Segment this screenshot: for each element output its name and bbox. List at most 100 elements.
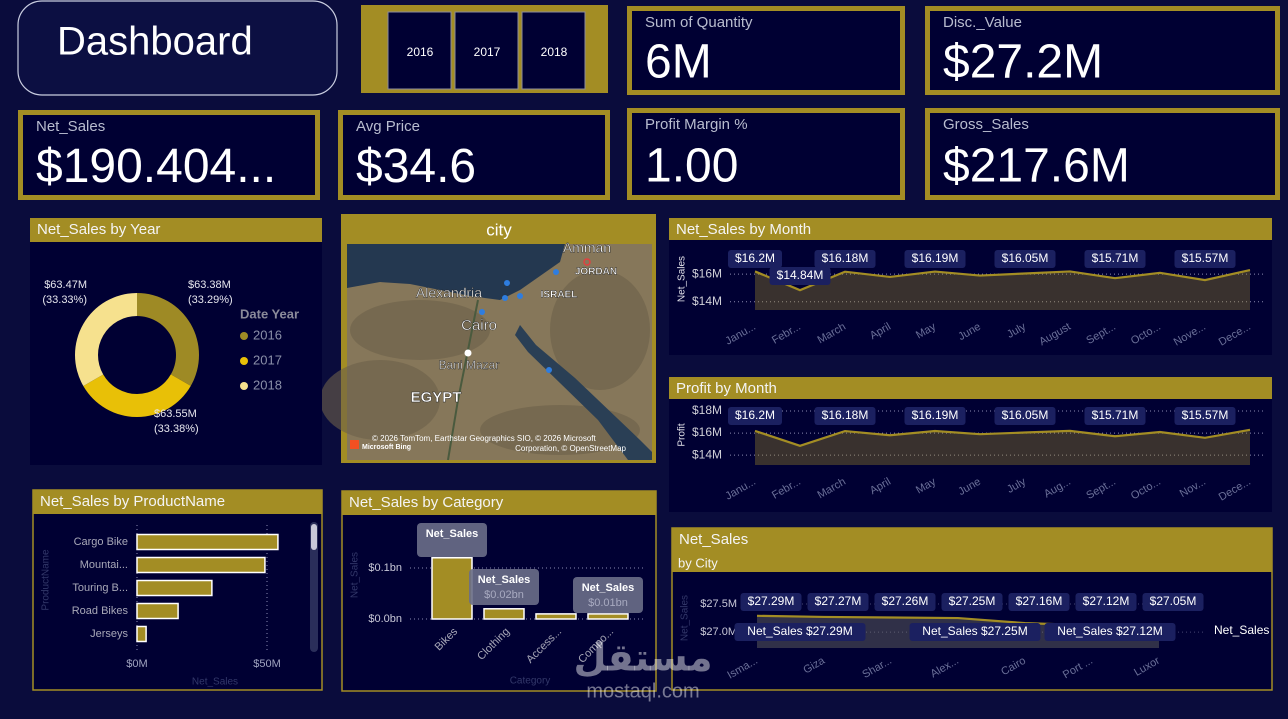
kpi-label: Disc._Value [943,14,1022,31]
data-label: $14.84M [777,268,824,282]
slicer-item[interactable] [521,11,586,90]
data-label-percent: (33.33%) [42,294,87,306]
y-tick-label: $16M [692,425,722,439]
chart-subtitle: by City [678,555,718,570]
y-tick-label: $0.1bn [368,562,402,574]
chart-panel: Net_Sales by Category Net_Sales Category $0… [341,490,657,692]
map-visual: city Amman JORDAN Alexandria ISRAEL Cairo Bani… [320,214,656,463]
data-label: $27.29M [748,594,795,608]
data-label: $27.25M [949,594,996,608]
kpi-card [930,11,1275,90]
slicer-item-label: 2017 [474,45,501,59]
bar [136,625,147,643]
tooltip [469,569,539,605]
data-label-bg [728,407,782,425]
scrollbar-thumb[interactable] [311,524,317,550]
data-label: $16.2M [735,251,775,265]
kpi-value: $34.6 [356,140,476,193]
legend-marker [240,382,248,390]
bar [431,557,473,620]
chart-title: Profit by Month [676,380,777,397]
data-label-bg [1174,407,1236,425]
slicer-item-label: 2016 [407,45,434,59]
data-label: $16.05M [1002,251,1049,265]
kpi-label: Profit Margin % [645,116,748,133]
y-tick-label: $27.0M [700,626,737,638]
area-fill [755,270,1250,310]
data-label-bg [994,250,1056,268]
chart-title: Net_Sales [679,531,748,548]
y-tick-label: Road Bikes [72,605,129,617]
y-tick-label: $16M [692,266,722,280]
y-axis-title: Profit [677,423,688,447]
map-point [504,280,510,286]
data-label-bg [1084,250,1146,268]
data-label: $63.38M [188,279,231,291]
chart-title: Net_Sales by Category [349,494,504,511]
map-attribution: © 2026 TomTom, Earthstar Geographics SIO… [372,434,597,443]
kpi-card [632,11,900,90]
y-tick-label: $14M [692,447,722,461]
kpi-card [930,113,1275,195]
map-place-label: Alexandria [416,285,482,301]
data-label-bg [1142,593,1204,611]
data-label: $16.19M [912,408,959,422]
y-tick-label: $18M [692,403,722,417]
data-label-bg [941,593,1003,611]
data-label-bg [769,267,831,285]
data-label-bg [904,250,966,268]
data-label-bg [909,623,1041,641]
map-point [517,293,523,299]
data-label: $16.19M [912,251,959,265]
watermark-arabic: مستقل [574,636,713,680]
slicer-item[interactable] [387,11,452,90]
y-axis-title: Net_Sales [677,256,688,302]
bar [136,556,266,574]
y-axis-title: ProductName [41,549,52,611]
data-label: $27.26M [882,594,929,608]
line [754,268,1251,292]
legend-label: 2018 [253,377,282,392]
chart-panel: Net_Sales by Year $63.38M (33.29%) $63.55M (… [30,218,322,465]
kpi-label: Sum of Quantity [645,14,753,31]
y-axis-title: Net_Sales [350,552,361,598]
data-label: $63.47M [44,279,87,291]
map-place-label: Cairo [461,317,497,334]
x-tick-label: $0M [126,658,147,670]
kpi-value: $217.6M [943,139,1130,192]
slicer-item[interactable] [454,11,519,90]
data-label: $15.71M [1092,408,1139,422]
chart-panel: Net_Sales by ProductName ProductName Net_S… [32,489,323,691]
tooltip-title: Net_Sales [426,528,479,540]
chart-title: Net_Sales by Month [676,221,811,238]
scrollbar[interactable] [310,522,318,652]
kpi-value: $190.404... [36,140,276,193]
panel-bg [669,218,1272,355]
tooltip-title: Net_Sales [582,582,635,594]
x-axis-title: Category [510,676,551,687]
y-tick-label: $0.0bn [368,613,402,625]
legend-label: Net_Sales [1214,623,1269,637]
data-label: $0.02bn [484,589,524,601]
data-label: Net_Sales $27.25M [922,624,1027,638]
data-label: $63.55M [154,408,197,420]
watermark-latin: mostaql.com [586,680,699,702]
panel-title-bar [672,528,1272,572]
data-label: $16.18M [822,408,869,422]
map-provider: Microsoft Bing [362,444,411,451]
kpi-value: $27.2M [943,35,1103,88]
bar [136,533,279,551]
data-label: $27.12M [1083,594,1130,608]
tooltip [417,523,487,557]
data-label-percent: (33.38%) [154,423,199,435]
data-label: $0.01bn [588,597,628,609]
map-sea [347,244,565,300]
bar [587,613,629,620]
data-label-bg [1084,407,1146,425]
data-label: $27.05M [1150,594,1197,608]
y-tick-label: $27.5M [700,598,737,610]
legend-title: Date Year [240,306,299,321]
data-label-bg [1008,593,1070,611]
y-tick-label: Mountai... [80,559,128,571]
